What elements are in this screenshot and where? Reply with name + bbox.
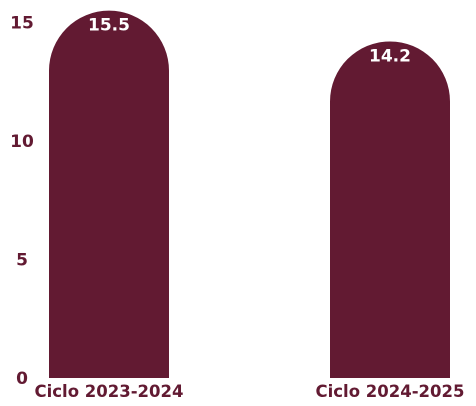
- bars: [49, 10, 451, 379]
- y-tick-label: 10: [10, 132, 34, 152]
- data-label-1: 15.5: [88, 16, 130, 36]
- y-tick-label: 15: [10, 14, 34, 34]
- bar-1: [49, 10, 169, 379]
- y-axis: 0 5 10 15: [10, 14, 34, 390]
- y-tick-label: 5: [16, 251, 28, 271]
- x-axis: Ciclo 2023-2024 Ciclo 2024-2025: [35, 382, 465, 401]
- y-tick-label: 0: [16, 369, 28, 389]
- category-label-1: Ciclo 2023-2024: [35, 382, 184, 401]
- data-labels: 15.5 14.2: [88, 16, 411, 67]
- category-label-2: Ciclo 2024-2025: [316, 382, 465, 401]
- data-label-2: 14.2: [369, 46, 411, 66]
- bar-2: [330, 41, 451, 378]
